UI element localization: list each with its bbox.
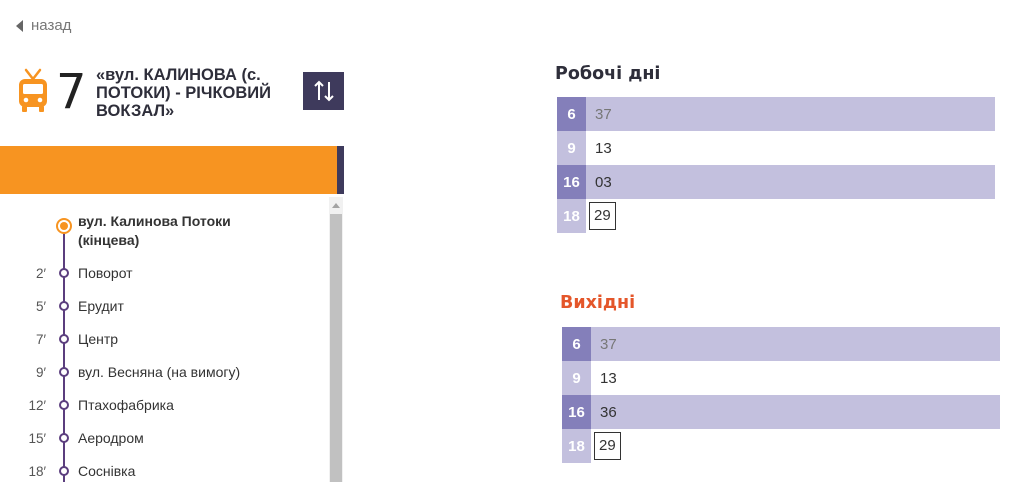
stop-marker-icon — [59, 301, 69, 311]
stop-item[interactable]: 12′ Птахофабрика — [0, 396, 329, 420]
stop-item[interactable]: 7′ Центр — [0, 330, 329, 354]
scroll-up-icon[interactable] — [332, 203, 340, 208]
swap-arrows-icon — [313, 80, 334, 102]
schedule-row: 18 29 — [557, 199, 995, 233]
stop-time: 18′ — [28, 464, 46, 479]
stop-marker-icon — [59, 334, 69, 344]
stop-item[interactable]: 2′ Поворот — [0, 264, 329, 288]
hour-cell: 18 — [557, 199, 586, 233]
stop-marker-icon — [59, 433, 69, 443]
stop-time: 12′ — [28, 398, 46, 413]
stop-time: 7′ — [35, 332, 46, 347]
stop-time: 15′ — [28, 431, 46, 446]
stop-time: 9′ — [35, 365, 46, 380]
stop-list-scrollbar[interactable] — [329, 197, 343, 482]
route-line — [63, 231, 65, 482]
stop-marker-icon — [59, 400, 69, 410]
trolleybus-icon — [19, 68, 47, 112]
stop-item[interactable]: вул. Калинова Потоки (кінцева) — [0, 212, 329, 248]
scrollbar-thumb[interactable] — [330, 214, 342, 482]
stop-marker-icon — [59, 268, 69, 278]
back-link[interactable]: назад — [16, 17, 71, 34]
schedule-row: 16 36 — [562, 395, 1000, 429]
minute-cell[interactable]: 37 — [600, 336, 617, 353]
hour-cell: 9 — [562, 361, 591, 395]
next-departure-cell[interactable]: 29 — [589, 202, 616, 230]
back-label: назад — [31, 17, 72, 34]
minute-cell[interactable]: 13 — [595, 140, 612, 157]
next-departure-cell[interactable]: 29 — [594, 432, 621, 460]
hour-cell: 6 — [562, 327, 591, 361]
stop-name: вул. Калинова Потоки (кінцева) — [78, 213, 231, 248]
hour-cell: 9 — [557, 131, 586, 165]
stop-list[interactable]: вул. Калинова Потоки (кінцева) 2′ Поворо… — [0, 197, 329, 482]
stop-item[interactable]: 18′ Соснівка — [0, 462, 329, 482]
stop-name: вул. Весняна (на вимогу) — [78, 364, 241, 380]
hour-cell: 6 — [557, 97, 586, 131]
minute-cell[interactable]: 37 — [595, 106, 612, 123]
stop-name: Аеродром — [78, 430, 144, 446]
hour-cell: 16 — [562, 395, 591, 429]
minute-cell[interactable]: 03 — [595, 174, 612, 191]
stop-name: Соснівка — [78, 463, 136, 479]
route-header: 7 «вул. КАЛИНОВА (с. ПОТОКИ) - РІЧКОВИЙ … — [16, 62, 346, 132]
workdays-title: Робочі дні — [555, 64, 661, 84]
schedule-row: 6 37 — [557, 97, 995, 131]
minute-cell[interactable]: 36 — [600, 404, 617, 421]
stop-name: Ерудит — [78, 298, 124, 314]
back-arrow-icon — [16, 19, 23, 32]
schedule-row: 6 37 — [562, 327, 1000, 361]
swap-direction-button[interactable] — [303, 72, 344, 110]
terminal-stop-marker-icon — [56, 218, 72, 234]
schedule-row: 9 13 — [557, 131, 995, 165]
route-color-bar — [0, 146, 337, 194]
schedule-row: 16 03 — [557, 165, 995, 199]
route-number: 7 — [56, 64, 87, 120]
weekends-title: Вихідні — [560, 293, 636, 313]
schedule-row: 9 13 — [562, 361, 1000, 395]
route-name: «вул. КАЛИНОВА (с. ПОТОКИ) - РІЧКОВИЙ ВО… — [96, 66, 272, 120]
stop-name: Центр — [78, 331, 119, 347]
stop-marker-icon — [59, 466, 69, 476]
stop-time: 2′ — [35, 266, 46, 281]
stop-item[interactable]: 5′ Ерудит — [0, 297, 329, 321]
schedule-row: 18 29 — [562, 429, 1000, 463]
hour-cell: 18 — [562, 429, 591, 463]
hour-cell: 16 — [557, 165, 586, 199]
stop-time: 5′ — [35, 299, 46, 314]
stop-item[interactable]: 15′ Аеродром — [0, 429, 329, 453]
stop-item[interactable]: 9′ вул. Весняна (на вимогу) — [0, 363, 329, 387]
stop-marker-icon — [59, 367, 69, 377]
minute-cell[interactable]: 13 — [600, 370, 617, 387]
route-bar-edge — [337, 146, 344, 194]
stop-name: Птахофабрика — [78, 397, 174, 413]
stop-name: Поворот — [78, 265, 133, 281]
